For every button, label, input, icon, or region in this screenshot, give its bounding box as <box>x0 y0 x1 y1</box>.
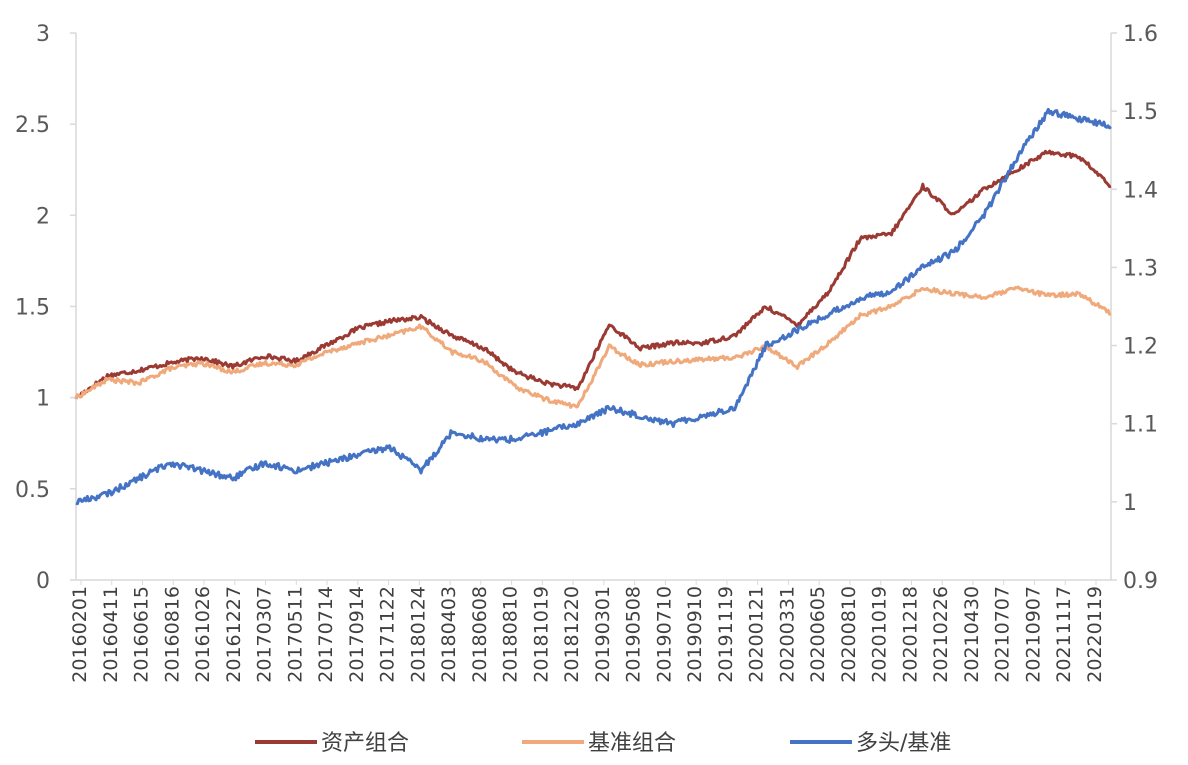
legend-label-1: 资产组合 <box>321 731 409 756</box>
axes: 0 0.5 1 1.5 2 2.5 3 0.9 1 1.1 1.2 1.3 1.4 1.5 1.6 20160… <box>15 22 1158 683</box>
x-tick-label: 20170714 <box>315 586 337 683</box>
x-tick-label: 20171122 <box>377 586 399 683</box>
legend-label-2: 基准组合 <box>588 731 676 756</box>
x-tick-label: 20161227 <box>223 586 245 683</box>
x-tick-label: 20170307 <box>254 586 276 683</box>
x-tick-label: 20180124 <box>407 586 429 683</box>
left-tick-label: 1.5 <box>15 296 50 321</box>
x-tick-label: 20220119 <box>1084 586 1106 683</box>
series-line-1 <box>74 149 1112 400</box>
left-tick-label: 0 <box>36 569 50 594</box>
right-tick-label: 1.5 <box>1123 100 1158 125</box>
left-tick-label: 2.5 <box>15 113 50 138</box>
x-tick-label: 20160816 <box>161 586 183 683</box>
x-tick-label: 20210907 <box>1022 586 1044 683</box>
x-tick-label: 20210707 <box>992 586 1014 683</box>
right-tick-label: 1.6 <box>1123 22 1158 47</box>
x-tick-label: 20200121 <box>746 586 768 683</box>
left-tick-label: 2 <box>36 204 50 229</box>
x-tick-label: 20160201 <box>69 586 91 683</box>
series-line-2 <box>74 285 1112 409</box>
x-tick-label: 20210226 <box>930 586 952 683</box>
left-tick-label: 0.5 <box>15 478 50 503</box>
x-tick-label: 20200331 <box>776 586 798 683</box>
x-tick-label: 20181019 <box>530 586 552 683</box>
x-tick-label: 20181220 <box>561 586 583 683</box>
x-tick-label: 20180608 <box>469 586 491 683</box>
x-tick-label: 20190710 <box>653 586 675 683</box>
x-tick-label: 20190508 <box>623 586 645 683</box>
x-tick-label: 20180810 <box>500 586 522 683</box>
legend: 资产组合 基准组合 多头/基准 <box>255 731 951 756</box>
x-tick-label: 20161026 <box>192 586 214 683</box>
x-tick-label: 20180403 <box>438 586 460 683</box>
x-tick-label: 20160615 <box>131 586 153 683</box>
x-tick-label: 20201218 <box>899 586 921 683</box>
x-tick-label: 20190301 <box>592 586 614 683</box>
right-tick-label: 1.2 <box>1123 335 1158 360</box>
x-tick-label: 20170914 <box>346 586 368 683</box>
x-tick-label: 20170511 <box>284 586 306 683</box>
x-tick-label: 20200605 <box>807 586 829 683</box>
x-tick-label: 20190910 <box>684 586 706 683</box>
series-line-3 <box>75 107 1112 506</box>
left-tick-label: 3 <box>36 22 50 47</box>
x-tick-label: 20210430 <box>961 586 983 683</box>
x-tick-label: 20201019 <box>869 586 891 683</box>
right-tick-label: 0.9 <box>1123 569 1158 594</box>
right-tick-label: 1.3 <box>1123 256 1158 281</box>
right-tick-label: 1.1 <box>1123 413 1158 438</box>
right-tick-label: 1.4 <box>1123 178 1158 203</box>
series-layer <box>74 107 1112 506</box>
right-tick-label: 1 <box>1123 491 1137 516</box>
x-tick-label: 20191119 <box>715 586 737 683</box>
legend-label-3: 多头/基准 <box>856 731 951 756</box>
left-tick-label: 1 <box>36 387 50 412</box>
x-tick-label: 20211117 <box>1053 586 1075 683</box>
x-tick-label: 20160411 <box>100 586 122 683</box>
x-tick-label: 20200810 <box>838 586 860 683</box>
